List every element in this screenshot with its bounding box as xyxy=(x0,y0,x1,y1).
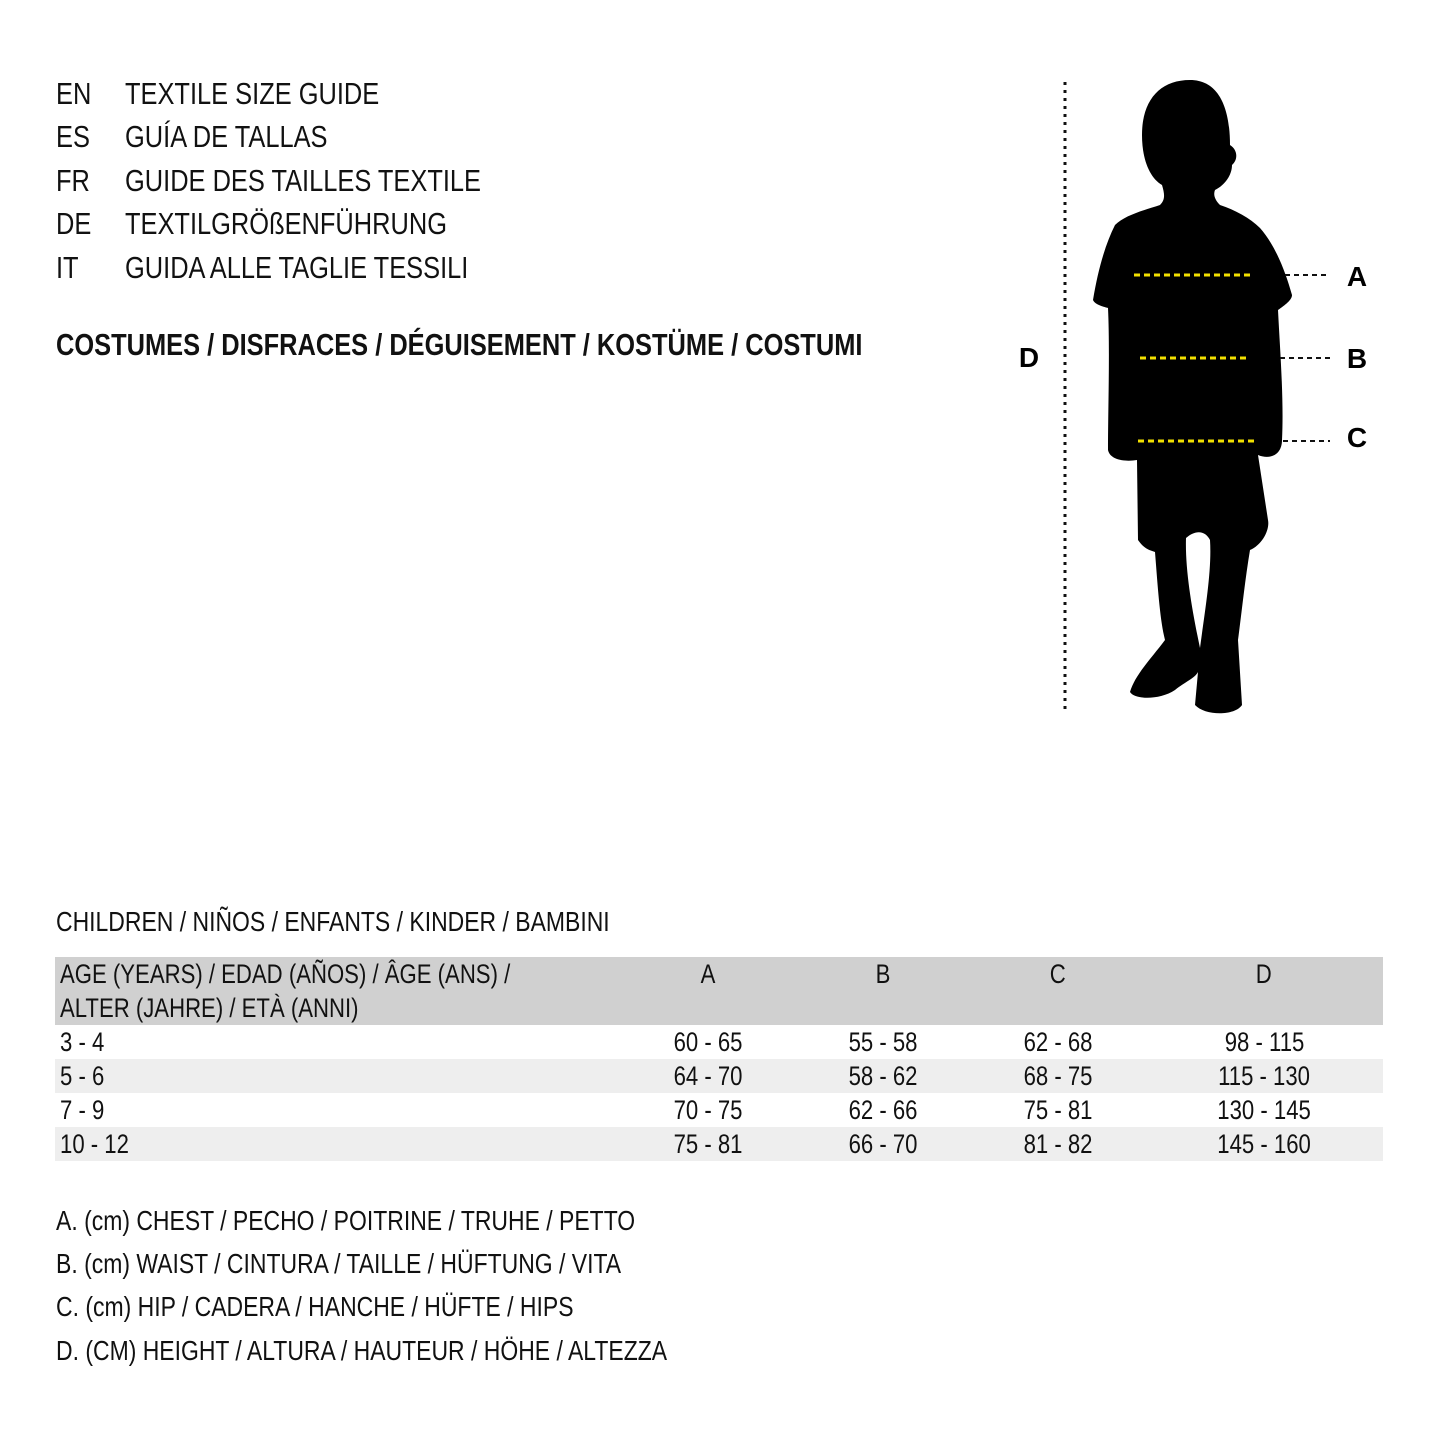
cell-b: 55 - 58 xyxy=(795,1025,970,1059)
cell-text: 115 - 130 xyxy=(1218,1061,1311,1091)
cell-c: 81 - 82 xyxy=(970,1127,1146,1161)
label-b: B xyxy=(1347,343,1367,374)
cell-a: 64 - 70 xyxy=(620,1059,796,1093)
header-age-line2: ALTER (JAHRE) / ETÀ (ANNI) xyxy=(60,993,359,1023)
category-heading: COSTUMES / DISFRACES / DÉGUISEMENT / KOS… xyxy=(56,325,1039,365)
lang-code: EN xyxy=(56,76,92,111)
cell-age: 5 - 6 xyxy=(55,1059,620,1093)
cell-text: 145 - 160 xyxy=(1217,1129,1311,1159)
lang-title: TEXTILE SIZE GUIDE xyxy=(125,76,380,111)
legend-item-d: D. (CM) HEIGHT / ALTURA / HAUTEUR / HÖHE… xyxy=(56,1332,801,1370)
cell-c: 75 - 81 xyxy=(970,1093,1145,1127)
cell-text: 62 - 68 xyxy=(1023,1027,1093,1057)
cell-text: 55 - 58 xyxy=(848,1027,918,1057)
legend-text: A. (cm) CHEST / PECHO / POITRINE / TRUHE… xyxy=(56,1205,636,1236)
legend-item-a: A. (cm) CHEST / PECHO / POITRINE / TRUHE… xyxy=(56,1202,762,1240)
cell-text: 66 - 70 xyxy=(848,1129,918,1159)
legend-text: C. (cm) HIP / CADERA / HANCHE / HÜFTE / … xyxy=(56,1291,574,1322)
legend-item-b: B. (cm) WAIST / CINTURA / TAILLE / HÜFTU… xyxy=(56,1245,745,1283)
cell-b: 66 - 70 xyxy=(795,1127,971,1161)
header-age: AGE (YEARS) / EDAD (AÑOS) / ÂGE (ANS) / … xyxy=(55,957,620,1025)
legend-text: B. (cm) WAIST / CINTURA / TAILLE / HÜFTU… xyxy=(56,1248,622,1279)
size-table-title-text: CHILDREN / NIÑOS / ENFANTS / KINDER / BA… xyxy=(56,906,610,937)
cell-text: 7 - 9 xyxy=(60,1095,105,1125)
label-c: C xyxy=(1347,422,1367,453)
table-row: 10 - 12 75 - 81 66 - 70 81 - 82 145 - 16… xyxy=(55,1127,1383,1161)
category-text: COSTUMES / DISFRACES / DÉGUISEMENT / KOS… xyxy=(56,327,863,362)
header-d: D xyxy=(1145,957,1383,1025)
cell-text: 58 - 62 xyxy=(848,1061,918,1091)
header-d-text: D xyxy=(1256,959,1273,989)
cell-b: 58 - 62 xyxy=(795,1059,971,1093)
cell-a: 60 - 65 xyxy=(620,1025,795,1059)
cell-text: 75 - 81 xyxy=(673,1129,743,1159)
lang-code: ES xyxy=(56,119,90,154)
lang-title: GUIDA ALLE TAGLIE TESSILI xyxy=(125,250,469,285)
header-age-line1: AGE (YEARS) / EDAD (AÑOS) / ÂGE (ANS) / xyxy=(60,959,511,989)
lang-code: FR xyxy=(56,163,90,198)
cell-a: 70 - 75 xyxy=(620,1093,795,1127)
cell-text: 10 - 12 xyxy=(60,1129,129,1159)
cell-age: 10 - 12 xyxy=(55,1127,620,1161)
cell-c: 62 - 68 xyxy=(970,1025,1145,1059)
cell-text: 70 - 75 xyxy=(673,1095,743,1125)
cell-text: 81 - 82 xyxy=(1023,1129,1093,1159)
legend-item-c: C. (cm) HIP / CADERA / HANCHE / HÜFTE / … xyxy=(56,1288,687,1326)
size-table: AGE (YEARS) / EDAD (AÑOS) / ÂGE (ANS) / … xyxy=(55,957,1383,1161)
cell-text: 75 - 81 xyxy=(1023,1095,1093,1125)
table-row: 7 - 9 70 - 75 62 - 66 75 - 81 130 - 145 xyxy=(55,1093,1383,1127)
table-header-row: AGE (YEARS) / EDAD (AÑOS) / ÂGE (ANS) / … xyxy=(55,957,1383,1025)
cell-text: 5 - 6 xyxy=(60,1061,105,1091)
header-b-text: B xyxy=(875,959,891,989)
cell-text: 68 - 75 xyxy=(1023,1061,1093,1091)
cell-age: 3 - 4 xyxy=(55,1025,620,1059)
cell-d: 115 - 130 xyxy=(1145,1059,1383,1093)
table-row: 3 - 4 60 - 65 55 - 58 62 - 68 98 - 115 xyxy=(55,1025,1383,1059)
cell-text: 62 - 66 xyxy=(848,1095,918,1125)
cell-b: 62 - 66 xyxy=(795,1093,970,1127)
size-table-title: CHILDREN / NIÑOS / ENFANTS / KINDER / BA… xyxy=(56,903,731,941)
cell-a: 75 - 81 xyxy=(620,1127,796,1161)
cell-text: 60 - 65 xyxy=(673,1027,743,1057)
cell-text: 130 - 145 xyxy=(1217,1095,1311,1125)
lang-title: GUÍA DE TALLAS xyxy=(125,119,328,154)
header-c: C xyxy=(970,957,1146,1025)
cell-d: 130 - 145 xyxy=(1145,1093,1383,1127)
child-silhouette-diagram: A B C D xyxy=(1019,80,1367,714)
cell-text: 98 - 115 xyxy=(1224,1027,1304,1057)
label-d: D xyxy=(1019,342,1039,373)
cell-d: 98 - 115 xyxy=(1145,1025,1383,1059)
cell-age: 7 - 9 xyxy=(55,1093,620,1127)
cell-text: 64 - 70 xyxy=(673,1061,743,1091)
cell-text: 3 - 4 xyxy=(60,1027,105,1057)
lang-code: DE xyxy=(56,206,92,241)
leg-gap xyxy=(1185,532,1211,648)
lang-title: TEXTILGRÖßENFÜHRUNG xyxy=(125,206,448,241)
lang-title: GUIDE DES TAILLES TEXTILE xyxy=(125,163,482,198)
child-silhouette-icon xyxy=(1093,80,1292,714)
lang-code: IT xyxy=(56,250,79,285)
cell-d: 145 - 160 xyxy=(1145,1127,1383,1161)
table-row: 5 - 6 64 - 70 58 - 62 68 - 75 115 - 130 xyxy=(55,1059,1383,1093)
cell-c: 68 - 75 xyxy=(970,1059,1146,1093)
label-a: A xyxy=(1347,261,1367,292)
legend-text: D. (CM) HEIGHT / ALTURA / HAUTEUR / HÖHE… xyxy=(56,1335,668,1366)
header-b: B xyxy=(795,957,971,1025)
header-a-text: A xyxy=(700,959,715,989)
header-c-text: C xyxy=(1049,959,1066,989)
header-a: A xyxy=(620,957,796,1025)
